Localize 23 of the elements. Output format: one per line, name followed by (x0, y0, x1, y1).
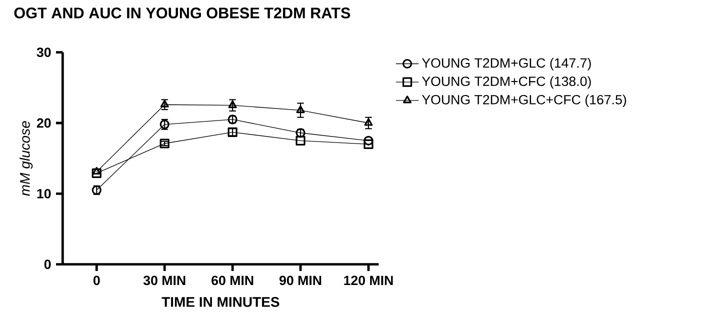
x-tick-label: 90 MIN (279, 276, 322, 286)
point (296, 136, 306, 146)
point (364, 136, 374, 146)
point (364, 139, 374, 149)
point (296, 105, 305, 114)
point (160, 100, 169, 108)
point (92, 166, 101, 175)
point (228, 100, 237, 108)
point (92, 168, 102, 178)
legend-label: YOUNG T2DM+GLC (147.7) (422, 58, 591, 70)
legend-label: YOUNG T2DM+CFC (138.0) (422, 76, 591, 89)
x-tick-label: 30 MIN (143, 276, 186, 286)
y-tick-label: 10 (37, 188, 51, 198)
y-axis-title: mM glucose (20, 121, 33, 196)
x-axis-title: TIME IN MINUTES (162, 297, 280, 307)
y-tick-label: 30 (36, 48, 51, 58)
y-tick-label: 0 (44, 260, 51, 270)
chart-title: OGT AND AUC IN YOUNG OBESE T2DM RATS (14, 8, 350, 18)
x-tick-label: 60 MIN (212, 276, 254, 286)
legend-label: YOUNG T2DM+GLC+CFC (167.5) (422, 94, 626, 108)
x-tick-label: 0 (93, 276, 100, 286)
y-tick-label: 20 (36, 118, 51, 128)
x-tick-label: 120 MIN (344, 276, 393, 286)
